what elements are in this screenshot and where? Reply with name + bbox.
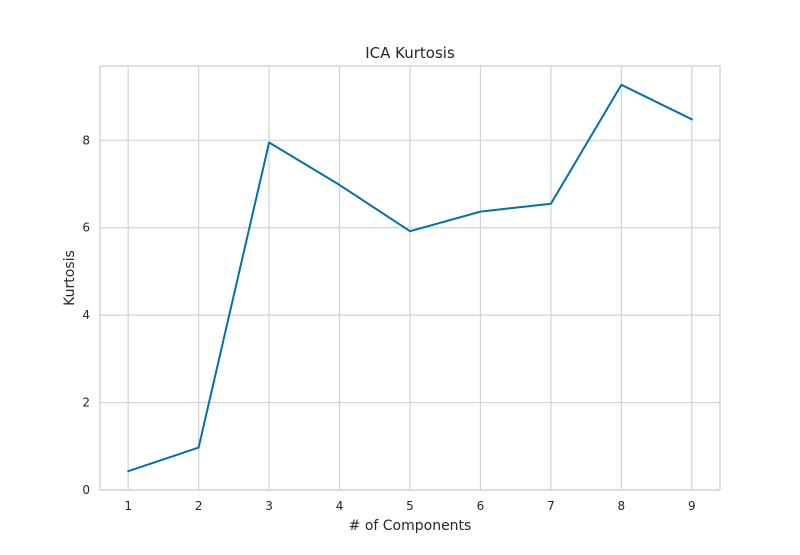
- x-tick-label: 1: [124, 499, 132, 513]
- x-tick-label: 3: [265, 499, 273, 513]
- data-point: [338, 184, 341, 186]
- y-tick-label: 2: [82, 396, 90, 410]
- x-tick-label: 2: [195, 499, 203, 513]
- y-tick-label: 8: [82, 133, 90, 147]
- data-point: [479, 210, 482, 213]
- x-tick-label: 7: [547, 499, 555, 513]
- y-axis-label: Kurtosis: [62, 250, 78, 306]
- data-point: [268, 141, 270, 144]
- y-tick-labels: 0 2 4 6 8: [82, 133, 90, 497]
- x-tick-label: 6: [477, 499, 485, 513]
- plot-frame: [99, 65, 721, 491]
- vertical-gridlines: [127, 66, 693, 490]
- data-point: [197, 446, 200, 449]
- y-tick-label: 6: [82, 221, 90, 235]
- x-axis-label: # of Components: [349, 518, 472, 534]
- data-point: [620, 83, 623, 86]
- series-layer: [127, 83, 693, 473]
- x-tick-labels: 1 2 3 4 5 6 7 8 9: [124, 499, 695, 513]
- data-point: [550, 202, 552, 205]
- data-point: [691, 118, 693, 121]
- x-tick-label: 5: [406, 499, 414, 513]
- data-point: [127, 470, 129, 473]
- y-tick-label: 0: [82, 483, 90, 497]
- data-point: [409, 230, 411, 233]
- chart-title: ICA Kurtosis: [365, 44, 455, 62]
- y-tick-label: 4: [82, 308, 90, 322]
- x-tick-label: 4: [336, 499, 344, 513]
- x-tick-label: 8: [618, 499, 626, 513]
- x-tick-label: 9: [688, 499, 696, 513]
